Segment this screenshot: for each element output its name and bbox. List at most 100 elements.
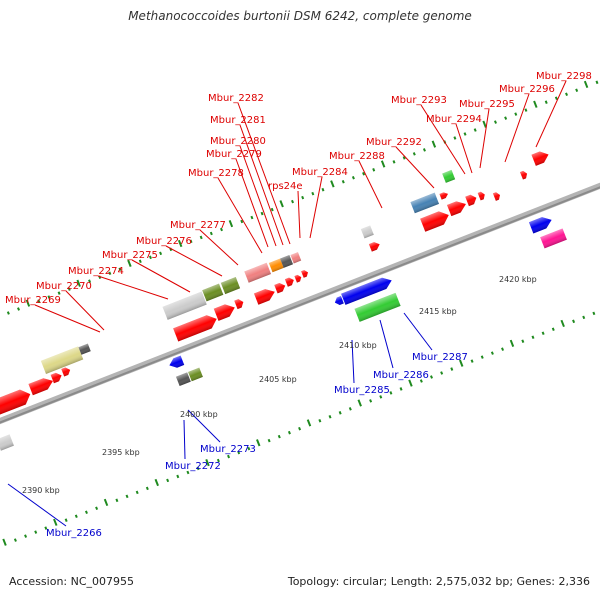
tick-upper: [389, 391, 393, 395]
gene-bottom-7-shade: [528, 217, 552, 234]
tick-lower: [583, 80, 589, 89]
tick-upper: [560, 319, 565, 328]
tick-lower: [554, 96, 558, 100]
gene-features: [0, 151, 567, 451]
gene-bottom-2: [175, 372, 191, 387]
tick-upper: [237, 450, 241, 455]
gene-top-19-shade: [280, 254, 294, 268]
tick-upper: [277, 434, 281, 439]
tick-lower: [250, 215, 254, 220]
gene-top-11-shade: [220, 277, 241, 295]
tick-upper: [318, 418, 322, 423]
tick-upper: [521, 339, 525, 343]
gene-label-top: Mbur_2270: [36, 281, 92, 292]
tick-lower: [279, 200, 284, 208]
accession-label: Accession: NC_007955: [9, 575, 135, 588]
tick-upper: [287, 430, 291, 435]
tick-lower: [351, 176, 355, 180]
gene-top-22: [360, 225, 374, 239]
leader-top: [97, 275, 169, 300]
tick-upper: [440, 371, 444, 375]
tick-lower: [118, 267, 122, 272]
tick-upper: [216, 458, 220, 463]
gene-label-bottom: Mbur_2286: [373, 370, 429, 381]
leader-top: [420, 104, 466, 175]
gene-top-5-shade: [78, 343, 91, 355]
tick-lower: [463, 132, 467, 136]
gene-label-top: Mbur_2295: [459, 99, 515, 110]
gene-bottom-4-shade: [334, 295, 344, 306]
tick-upper: [267, 438, 271, 443]
gene-top-27: [410, 192, 440, 214]
gene-top-21: [368, 242, 380, 252]
gene-bottom-4: [334, 295, 344, 306]
leader-top: [217, 177, 263, 254]
tick-lower: [291, 199, 294, 204]
gene-bottom-6: [354, 292, 401, 322]
backbone-line: [0, 182, 600, 425]
tick-upper: [13, 538, 17, 542]
gene-top-17: [244, 262, 272, 283]
tick-upper: [84, 510, 88, 515]
gene-bottom-7: [528, 217, 552, 234]
leader-top: [131, 259, 191, 293]
gene-bottom-0-shade: [0, 434, 14, 451]
gene-top-14: [284, 277, 294, 287]
gene-label-top: Mbur_2278: [188, 168, 244, 179]
gene-bottom-0: [0, 434, 14, 451]
leader-top: [235, 158, 269, 248]
leader-bottom: [403, 312, 433, 351]
gene-label-top: Mbur_2279: [206, 149, 262, 160]
tick-upper: [480, 355, 484, 359]
tick-upper: [399, 387, 403, 391]
scale-label: 2410 kbp: [339, 341, 377, 350]
gene-top-13: [274, 283, 286, 294]
tick-upper: [64, 518, 68, 522]
tick-lower: [504, 116, 508, 120]
gene-label-top: Mbur_2293: [391, 95, 447, 106]
tick-upper: [338, 411, 342, 415]
tick-lower: [565, 92, 569, 96]
tick-lower: [341, 179, 345, 184]
tick-lower: [595, 80, 599, 85]
gene-label-bottom: Mbur_2285: [334, 385, 390, 396]
gene-top-1-shade: [28, 378, 54, 396]
tick-lower: [25, 299, 31, 307]
genome-summary: Topology: circular; Length: 2,575,032 bp…: [287, 575, 590, 588]
tick-lower: [127, 259, 132, 268]
backbone-line-shade: [0, 186, 600, 424]
gene-top-1: [28, 378, 54, 396]
tick-upper: [154, 478, 159, 487]
gene-bottom-5: [341, 277, 392, 305]
gene-top-30-shade: [492, 192, 500, 201]
gene-top-30: [492, 192, 500, 201]
tick-upper: [490, 351, 494, 355]
gene-top-32-shade: [531, 151, 549, 166]
tick-lower: [330, 180, 335, 188]
tick-lower: [240, 219, 244, 224]
gene-label-top: Mbur_2298: [536, 71, 592, 82]
tick-upper: [298, 426, 302, 431]
gene-bottom-8-shade: [540, 228, 567, 249]
tick-lower: [177, 239, 183, 248]
gene-top-2: [50, 372, 62, 384]
scale-label: 2400 kbp: [180, 410, 218, 419]
tick-lower: [321, 187, 325, 192]
tick-upper: [572, 319, 576, 324]
tick-upper: [551, 327, 555, 332]
tick-upper: [459, 359, 464, 367]
tick-upper: [419, 379, 423, 383]
tick-lower: [372, 168, 376, 172]
tick-upper: [44, 526, 48, 530]
genome-backbone: [0, 182, 600, 425]
gene-top-23-shade: [420, 211, 449, 232]
leader-bottom: [7, 483, 67, 527]
gene-top-6: [173, 315, 217, 342]
gene-top-12-shade: [253, 289, 275, 305]
gene-top-29-shade: [442, 169, 456, 183]
leader-top: [239, 124, 284, 246]
tick-lower: [228, 220, 234, 228]
tick-upper: [247, 446, 251, 451]
gene-label-top: Mbur_2274: [68, 266, 124, 277]
